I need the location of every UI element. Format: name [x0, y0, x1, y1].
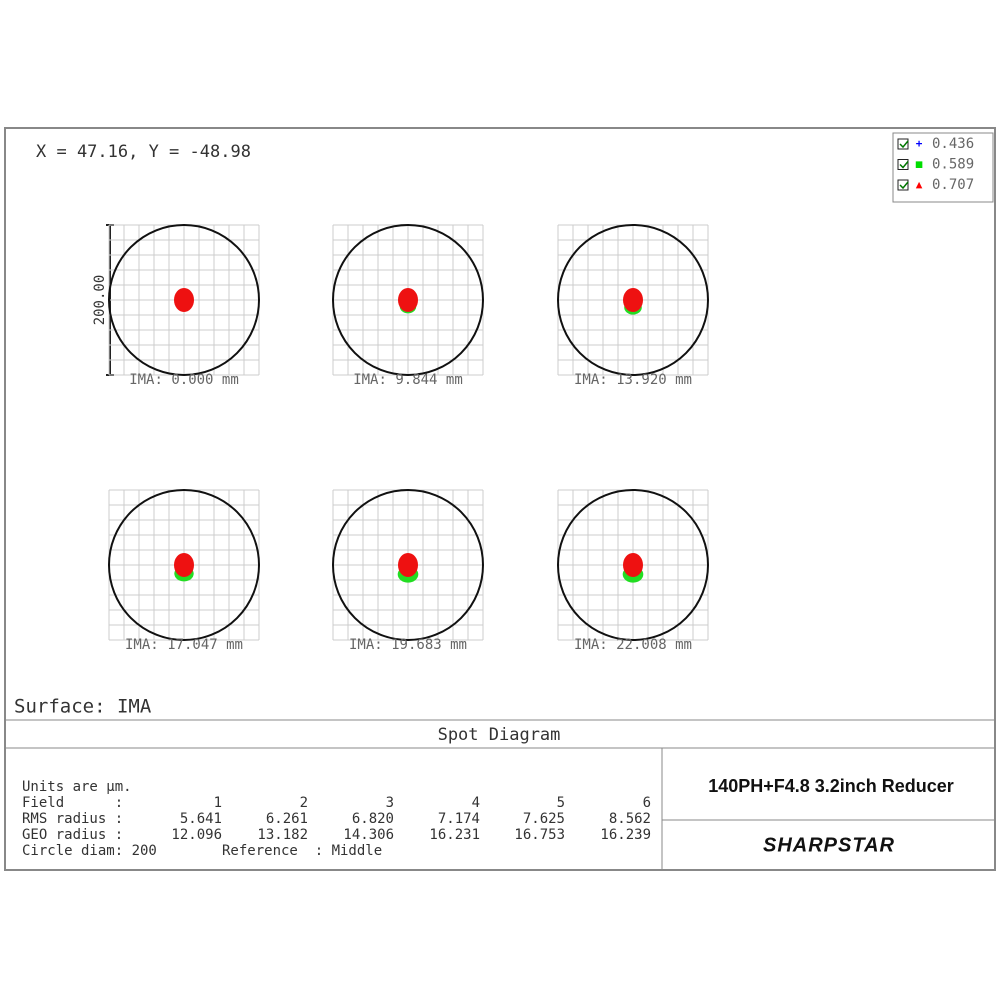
field-label: IMA: 9.844 mm — [353, 372, 463, 388]
cell: 6.261 — [266, 811, 308, 827]
spot-red — [398, 288, 418, 312]
cell: 8.562 — [609, 811, 651, 827]
field-label: IMA: 17.047 mm — [125, 637, 243, 653]
field-label: IMA: 22.008 mm — [574, 637, 692, 653]
airy-circle — [108, 489, 260, 641]
cell: 6.820 — [352, 811, 394, 827]
field-label: IMA: 0.000 mm — [129, 372, 239, 388]
cell: 5 — [557, 795, 565, 811]
cell: 13.182 — [257, 827, 308, 843]
cell: 7.625 — [523, 811, 565, 827]
airy-circle — [557, 489, 709, 641]
row-label: Field : — [22, 795, 123, 811]
airy-circle — [557, 224, 709, 376]
cell: 2 — [300, 795, 308, 811]
airy-circle — [332, 489, 484, 641]
cell: 7.174 — [438, 811, 480, 827]
spot-red — [398, 553, 418, 577]
surface-label: Surface: IMA — [14, 696, 152, 718]
cell: 3 — [386, 795, 394, 811]
checkbox — [897, 159, 909, 170]
cell: 16.231 — [429, 827, 480, 843]
lens-title: 140PH+F4.8 3.2inch Reducer — [708, 776, 954, 796]
legend-label: 0.707 — [932, 177, 974, 193]
cell: 16.753 — [514, 827, 565, 843]
diagram-title: Spot Diagram — [438, 725, 561, 745]
legend-marker: + — [916, 137, 923, 150]
grid — [108, 224, 260, 376]
legend-marker: ■ — [916, 158, 923, 171]
check-mark — [899, 161, 909, 169]
legend-marker: ▲ — [916, 178, 923, 191]
checkbox — [897, 179, 909, 191]
row-label: RMS radius : — [22, 811, 123, 827]
cell: 5.641 — [180, 811, 222, 827]
cell: 6 — [643, 795, 651, 811]
checkbox — [897, 138, 909, 150]
legend-label: 0.589 — [932, 157, 974, 173]
legend-label: 0.436 — [932, 136, 974, 152]
check-mark — [899, 140, 909, 149]
check-mark — [899, 181, 909, 190]
spot-red — [623, 288, 643, 312]
frame — [4, 127, 996, 871]
field-label: IMA: 13.920 mm — [574, 372, 692, 388]
airy-circle — [108, 224, 260, 376]
circle-diam: Circle diam: 200 — [22, 843, 157, 859]
grid — [332, 224, 484, 376]
cell: 16.239 — [600, 827, 651, 843]
legend-box — [892, 132, 994, 203]
field-label: IMA: 19.683 mm — [349, 637, 467, 653]
spot-red — [174, 288, 194, 312]
scale-label: 200.00 — [92, 275, 108, 326]
cell: 1 — [214, 795, 222, 811]
cell: 14.306 — [343, 827, 394, 843]
reference: Reference : Middle — [222, 843, 382, 859]
cell: 12.096 — [171, 827, 222, 843]
brand-logo: SHARPSTAR — [763, 834, 895, 856]
row-label: GEO radius : — [22, 827, 123, 843]
units: Units are µm. — [22, 779, 132, 795]
spot-red — [174, 553, 194, 577]
spot-red — [623, 553, 643, 577]
airy-circle — [332, 224, 484, 376]
cell: 4 — [472, 795, 480, 811]
coordinates: X = 47.16, Y = -48.98 — [36, 142, 251, 162]
